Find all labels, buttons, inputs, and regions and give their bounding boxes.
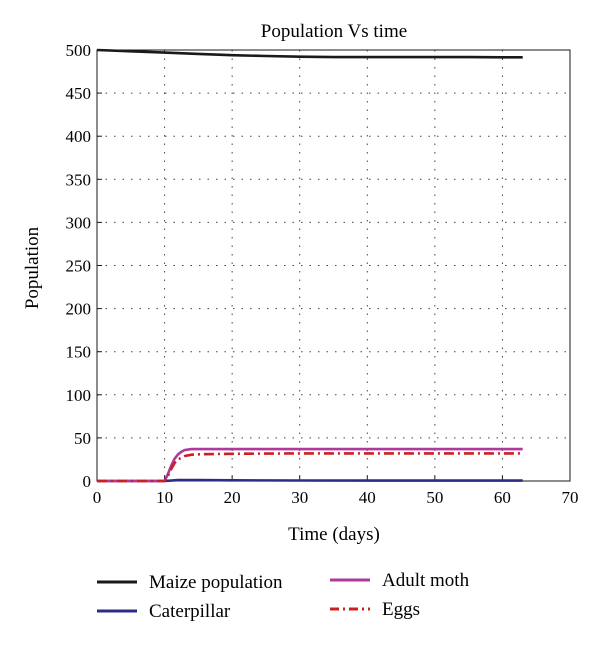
y-tick-label: 50	[74, 429, 91, 448]
x-tick-label: 0	[93, 488, 102, 507]
x-tick-label: 60	[494, 488, 511, 507]
x-tick-label: 10	[156, 488, 173, 507]
y-tick-label: 0	[83, 472, 92, 491]
legend-label-eggs: Eggs	[382, 599, 420, 620]
legend-label-caterpillar: Caterpillar	[149, 601, 231, 622]
y-tick-label: 100	[66, 386, 92, 405]
series-group	[96, 48, 523, 483]
y-tick-label: 250	[66, 257, 92, 276]
x-axis-label: Time (days)	[288, 524, 380, 545]
legend: Maize population Caterpillar Adult moth Egg…	[97, 570, 470, 622]
y-tick-label: 350	[66, 170, 92, 189]
y-axis-label: Population	[22, 226, 43, 309]
x-tick-label: 50	[426, 488, 443, 507]
y-axis: 0 50 100 150 200 250 300 350 400 450 500	[66, 41, 102, 491]
x-tick-label: 40	[359, 488, 376, 507]
series-line-caterpillar	[97, 478, 523, 483]
legend-label-adult-moth: Adult moth	[382, 570, 470, 591]
y-tick-label: 500	[66, 41, 92, 60]
x-axis: 0 10 20 30 40 50 60 70	[93, 476, 579, 507]
plot-area	[96, 49, 571, 482]
series-line-adult-moth	[97, 447, 523, 483]
chart-title: Population Vs time	[261, 21, 407, 42]
series-line-eggs	[97, 452, 523, 483]
x-tick-label: 20	[224, 488, 241, 507]
grid	[97, 50, 570, 481]
legend-label-maize-population: Maize population	[149, 572, 283, 593]
series-line-maize-population	[96, 48, 523, 59]
x-tick-label: 30	[291, 488, 308, 507]
y-tick-label: 400	[66, 127, 92, 146]
y-tick-label: 450	[66, 84, 92, 103]
x-tick-label: 70	[562, 488, 579, 507]
y-tick-label: 150	[66, 343, 92, 362]
y-tick-label: 300	[66, 213, 92, 232]
y-tick-label: 200	[66, 300, 92, 319]
